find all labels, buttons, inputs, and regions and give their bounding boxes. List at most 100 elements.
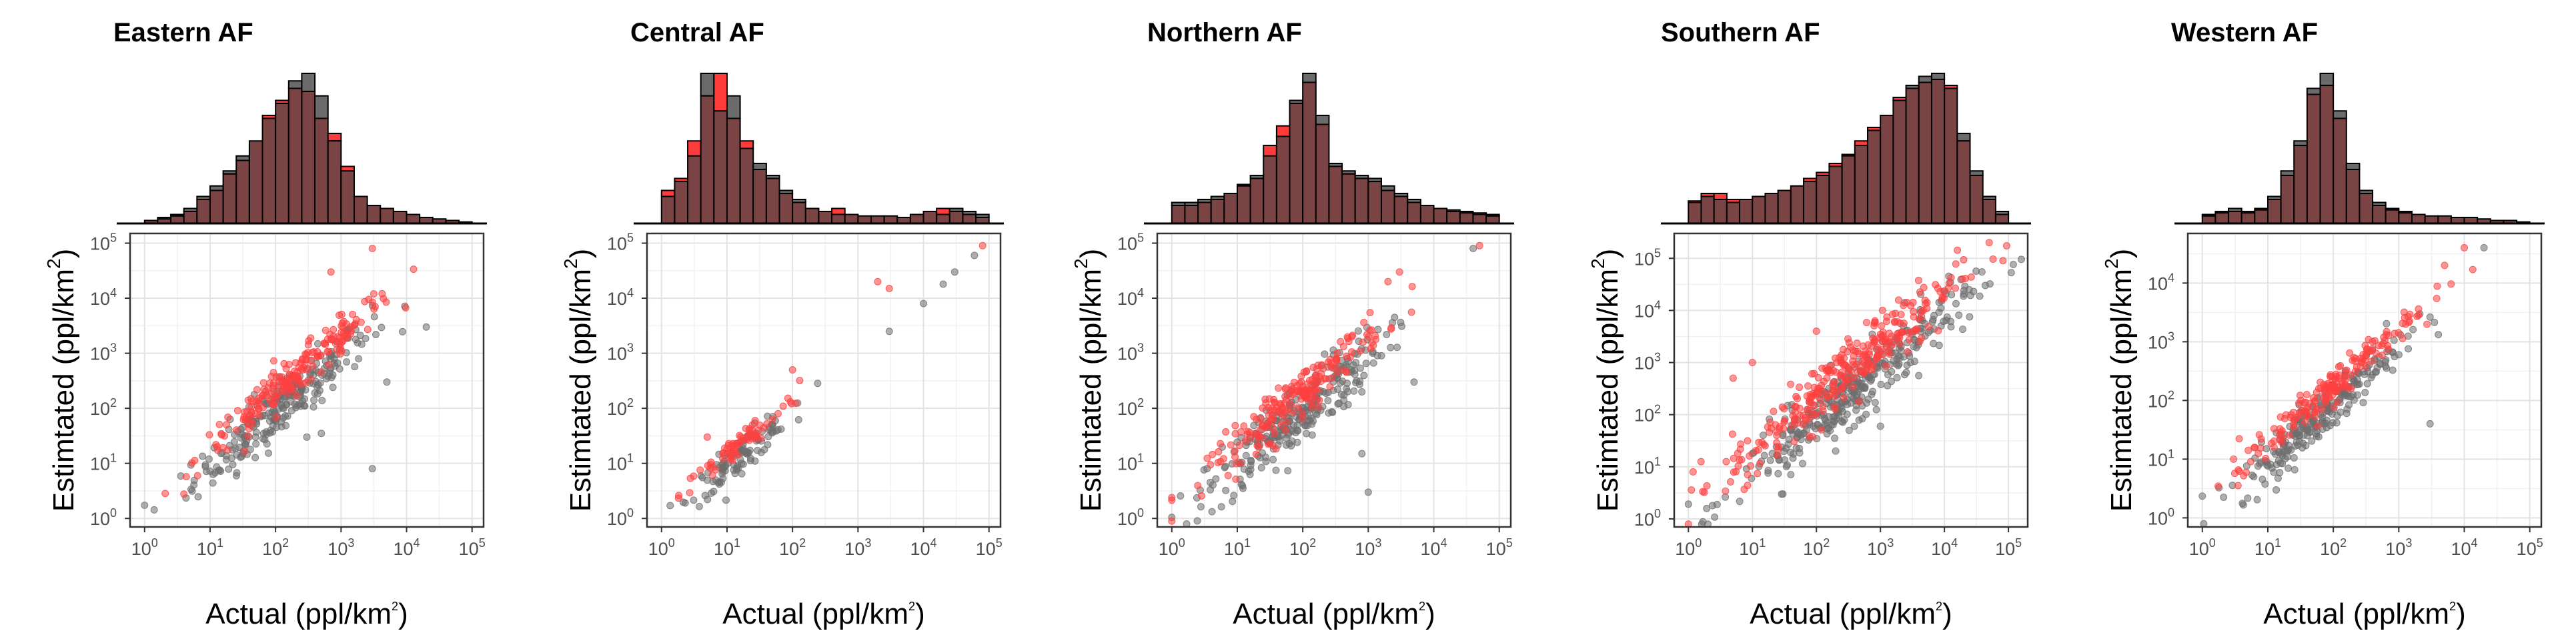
axis-label-superscript: 2 <box>2449 600 2456 613</box>
plot-frame <box>1673 232 2029 528</box>
tick-exponent: 5 <box>2015 536 2022 550</box>
point-actual <box>277 402 285 410</box>
point-actual <box>1200 466 1208 474</box>
points <box>141 245 430 514</box>
point-estimated <box>1737 440 1745 448</box>
point-estimated <box>1305 396 1313 404</box>
tick-base: 10 <box>2148 273 2168 293</box>
tick-base: 10 <box>2451 539 2471 559</box>
point-actual <box>1206 478 1214 486</box>
hist-bar-overlap <box>301 91 316 224</box>
point-estimated <box>696 466 704 474</box>
point-actual <box>2276 469 2284 477</box>
point-actual <box>1324 397 1332 405</box>
point-actual <box>1972 267 1980 275</box>
point-estimated <box>2244 446 2252 454</box>
point-estimated <box>1952 284 1960 292</box>
point-estimated <box>1790 438 1798 446</box>
y-tick-label: 104 <box>2148 271 2174 293</box>
point-actual <box>1858 415 1866 423</box>
point-actual <box>2302 442 2310 450</box>
hist-bar-overlap <box>1354 177 1369 224</box>
point-actual <box>1293 422 1301 430</box>
y-tick-label: 102 <box>607 396 634 419</box>
tick-exponent: 0 <box>2209 536 2216 550</box>
point-actual <box>1217 503 1225 511</box>
x-axis-label: Actual (ppl/km2) <box>722 598 924 630</box>
point-actual <box>1893 374 1901 382</box>
point-actual <box>814 380 822 388</box>
hist-bar-overlap <box>2267 199 2282 224</box>
point-actual <box>282 422 290 430</box>
point-estimated <box>2469 265 2477 273</box>
y-tick-label: 104 <box>607 286 634 309</box>
point-estimated <box>1271 399 1279 407</box>
y-tick-label: 102 <box>2148 388 2174 411</box>
point-estimated <box>245 425 253 433</box>
point-estimated <box>2262 454 2270 462</box>
point-estimated <box>2334 398 2342 406</box>
point-actual <box>701 492 709 500</box>
point-estimated <box>1934 327 1942 335</box>
point-estimated <box>1222 428 1230 436</box>
tick-exponent: 4 <box>1951 536 1958 550</box>
point-estimated <box>1806 414 1814 422</box>
point-actual <box>1684 500 1692 508</box>
tick-base: 10 <box>1224 539 1244 559</box>
hist-bar-actual <box>2319 73 2335 86</box>
point-actual <box>1197 503 1205 511</box>
point-estimated <box>269 357 277 365</box>
plot-background <box>2188 233 2541 527</box>
tick-exponent: 0 <box>2168 506 2174 519</box>
tick-exponent: 5 <box>996 536 1003 550</box>
tick-exponent: 4 <box>110 286 117 299</box>
x-tick-label: 104 <box>1931 536 1958 559</box>
point-estimated <box>352 315 360 324</box>
point-estimated <box>1837 358 1845 366</box>
point-actual <box>1269 456 1277 464</box>
hist-bar-overlap <box>948 211 964 224</box>
histogram <box>1144 73 1514 225</box>
tick-exponent: 4 <box>627 286 634 299</box>
tick-exponent: 0 <box>151 536 158 550</box>
point-estimated <box>2415 311 2423 319</box>
point-estimated <box>786 398 794 406</box>
tick-exponent: 5 <box>110 231 117 245</box>
point-estimated <box>748 434 756 442</box>
hist-bar-overlap <box>2240 212 2256 224</box>
point-estimated <box>1860 359 1868 367</box>
point-actual <box>1360 372 1368 380</box>
hist-bar-overlap <box>2345 169 2361 224</box>
point-estimated <box>2281 415 2289 423</box>
point-actual <box>679 498 687 506</box>
histogram <box>2174 73 2545 225</box>
tick-base: 10 <box>1931 539 1951 559</box>
point-actual <box>1948 291 1956 299</box>
tick-exponent: 0 <box>110 506 117 520</box>
point-estimated <box>1904 329 1912 337</box>
hist-bar-estimated <box>1275 125 1291 137</box>
y-tick-label: 102 <box>90 396 117 419</box>
axis-label-text: Actual (ppl/km <box>722 598 908 630</box>
tick-base: 10 <box>1634 406 1654 426</box>
point-estimated <box>2311 408 2319 416</box>
tick-exponent: 2 <box>1137 396 1144 410</box>
axis-label-superscript: 2 <box>1071 258 1091 269</box>
point-estimated <box>1278 403 1286 411</box>
axis-label-text: ) <box>1425 598 1435 630</box>
points <box>1684 239 2025 527</box>
tick-base: 10 <box>2148 332 2168 352</box>
y-tick-label: 105 <box>607 231 634 254</box>
hist-bar-overlap <box>1969 175 1984 224</box>
point-estimated <box>1886 350 1894 358</box>
point-actual <box>229 460 237 468</box>
x-tick-label: 102 <box>1289 536 1316 559</box>
point-estimated <box>340 329 348 337</box>
point-estimated <box>255 394 263 402</box>
point-estimated <box>1207 461 1215 469</box>
hist-bar-overlap <box>1419 205 1435 224</box>
point-actual <box>2405 345 2413 353</box>
tick-base: 10 <box>2148 508 2168 528</box>
